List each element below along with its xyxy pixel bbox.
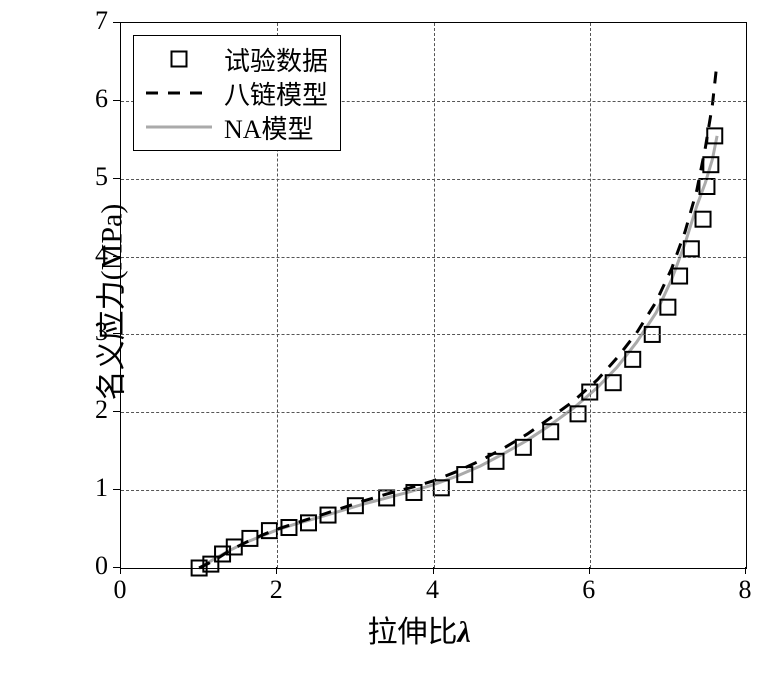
data-marker bbox=[262, 523, 277, 538]
data-marker bbox=[684, 241, 699, 256]
data-marker bbox=[672, 269, 687, 284]
legend-swatch bbox=[144, 44, 214, 74]
data-marker bbox=[281, 520, 296, 535]
x-tick-label: 6 bbox=[579, 575, 599, 605]
data-marker bbox=[660, 300, 675, 315]
y-axis-title: 名义应力(MPa) bbox=[86, 203, 130, 400]
y-tick-label: 4 bbox=[95, 240, 108, 270]
data-marker bbox=[696, 212, 711, 227]
data-marker bbox=[227, 539, 242, 554]
data-marker bbox=[406, 485, 421, 500]
plot-area: 试验数据八链模型NA模型 bbox=[120, 22, 747, 569]
data-marker bbox=[699, 179, 714, 194]
y-tick-label: 7 bbox=[95, 6, 108, 36]
x-tick-label: 8 bbox=[735, 575, 755, 605]
x-axis-title: 拉伸比λ bbox=[368, 607, 471, 651]
x-tick-label: 4 bbox=[423, 575, 443, 605]
legend-label: 试验数据 bbox=[224, 41, 328, 78]
data-marker bbox=[489, 454, 504, 469]
data-marker bbox=[606, 375, 621, 390]
data-marker bbox=[707, 128, 722, 143]
legend-label: NA模型 bbox=[224, 109, 314, 146]
legend-swatch bbox=[144, 78, 214, 108]
data-marker bbox=[242, 531, 257, 546]
data-marker bbox=[457, 467, 472, 482]
data-marker bbox=[321, 508, 336, 523]
data-marker bbox=[301, 515, 316, 530]
data-marker bbox=[348, 498, 363, 513]
data-marker bbox=[703, 157, 718, 172]
legend-item: NA模型 bbox=[144, 110, 328, 144]
legend-item: 八链模型 bbox=[144, 76, 328, 110]
legend-swatch bbox=[144, 112, 214, 142]
x-tick-label: 0 bbox=[110, 575, 130, 605]
legend-item: 试验数据 bbox=[144, 42, 328, 76]
y-tick-label: 3 bbox=[95, 317, 108, 347]
y-tick-label: 1 bbox=[95, 473, 108, 503]
data-marker bbox=[434, 480, 449, 495]
data-marker bbox=[516, 440, 531, 455]
x-tick-label: 2 bbox=[266, 575, 286, 605]
data-marker bbox=[625, 352, 640, 367]
y-tick-label: 6 bbox=[95, 84, 108, 114]
legend-label: 八链模型 bbox=[224, 75, 328, 112]
data-marker bbox=[571, 406, 586, 421]
data-marker bbox=[543, 424, 558, 439]
legend: 试验数据八链模型NA模型 bbox=[133, 35, 341, 151]
y-tick-label: 2 bbox=[95, 395, 108, 425]
y-tick-label: 5 bbox=[95, 162, 108, 192]
chart-container: 试验数据八链模型NA模型 拉伸比λ 名义应力(MPa) 0 2 4 6 8 0 1 2 3 4 5 6… bbox=[0, 0, 782, 678]
data-marker bbox=[379, 490, 394, 505]
y-tick-label: 0 bbox=[95, 551, 108, 581]
